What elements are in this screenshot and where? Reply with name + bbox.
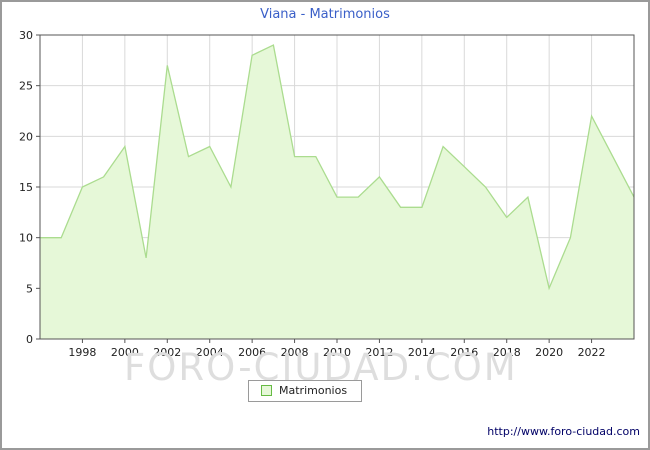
svg-text:2014: 2014 (408, 346, 436, 359)
svg-text:2008: 2008 (281, 346, 309, 359)
svg-text:2022: 2022 (578, 346, 606, 359)
footer-url[interactable]: http://www.foro-ciudad.com (487, 425, 640, 438)
chart-title: Viana - Matrimonios (260, 7, 390, 22)
svg-text:2016: 2016 (450, 346, 478, 359)
svg-text:30: 30 (19, 29, 33, 42)
legend-swatch-icon (261, 385, 272, 396)
svg-text:2010: 2010 (323, 346, 351, 359)
legend-label: Matrimonios (279, 384, 348, 397)
svg-text:25: 25 (19, 80, 33, 93)
svg-text:1998: 1998 (68, 346, 96, 359)
svg-text:2002: 2002 (153, 346, 181, 359)
svg-text:2004: 2004 (196, 346, 224, 359)
svg-text:20: 20 (19, 130, 33, 143)
svg-text:2020: 2020 (535, 346, 563, 359)
svg-text:5: 5 (26, 282, 33, 295)
svg-text:2000: 2000 (111, 346, 139, 359)
svg-text:2006: 2006 (238, 346, 266, 359)
svg-text:2018: 2018 (493, 346, 521, 359)
svg-text:10: 10 (19, 232, 33, 245)
legend: Matrimonios (248, 380, 363, 402)
svg-text:15: 15 (19, 181, 33, 194)
svg-text:2012: 2012 (365, 346, 393, 359)
svg-text:0: 0 (26, 333, 33, 346)
